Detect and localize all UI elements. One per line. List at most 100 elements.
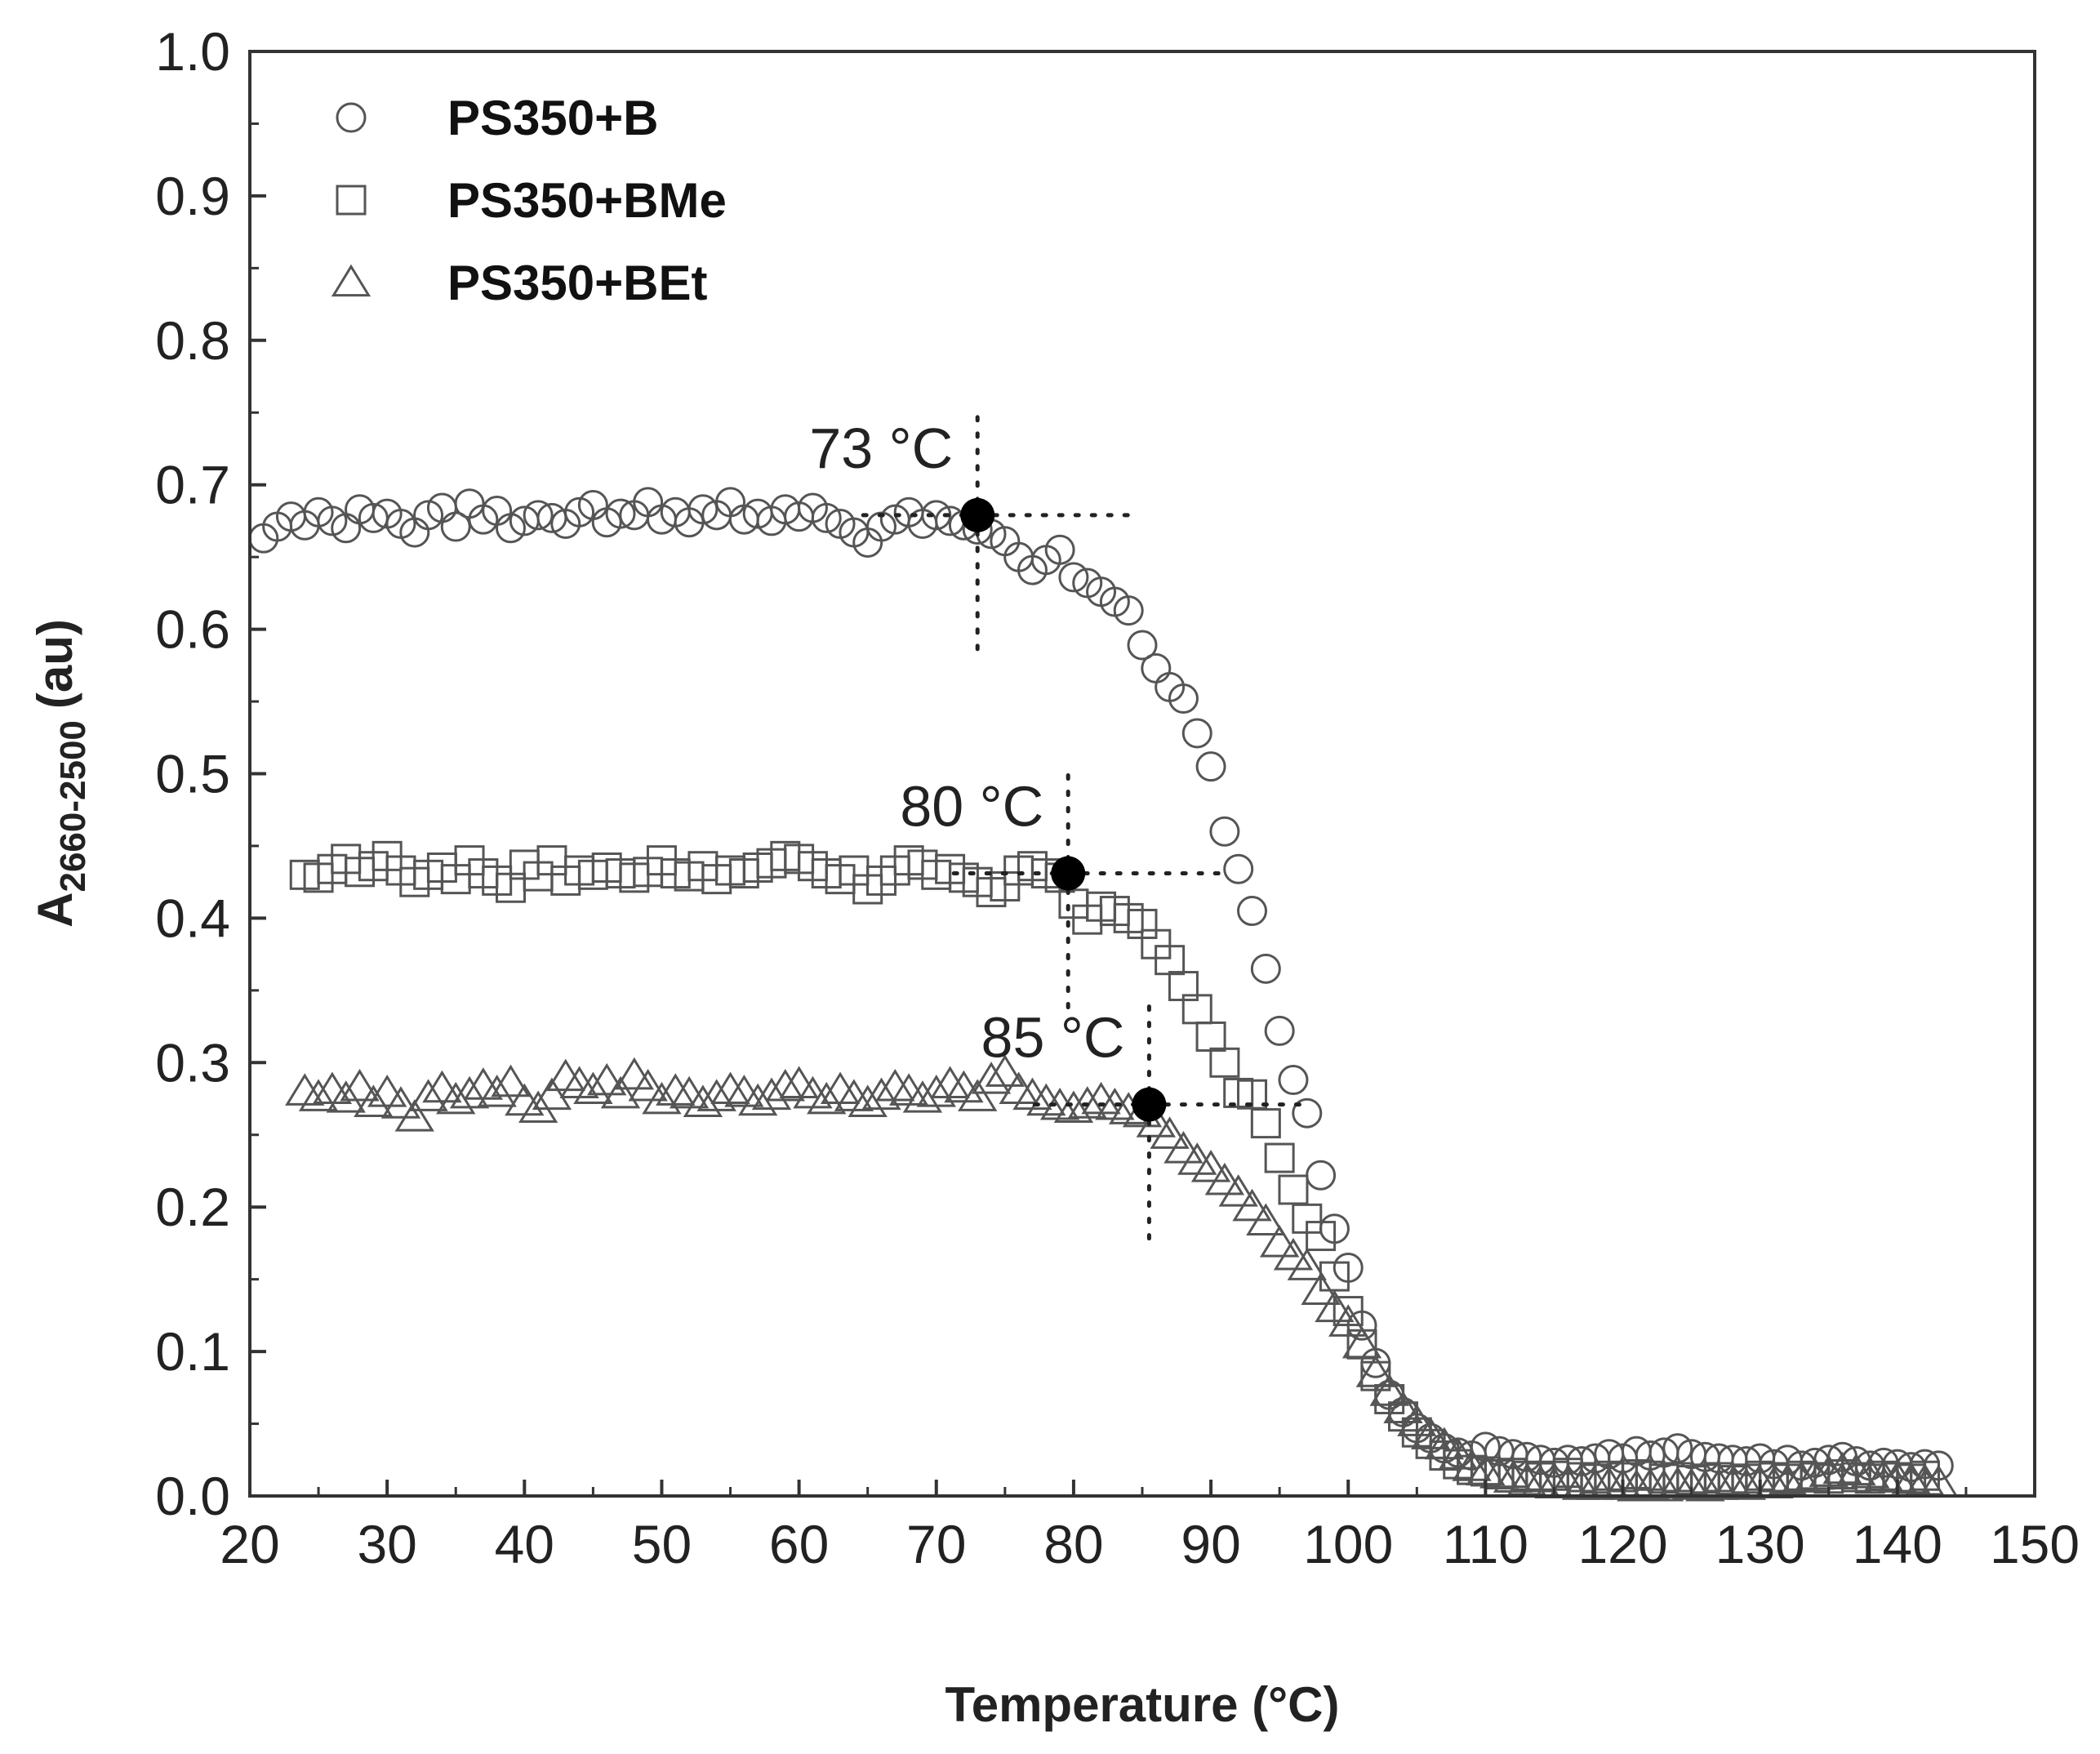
data-point — [724, 1075, 764, 1107]
legend-marker-triangle — [331, 264, 372, 297]
annotation-guides: 73 °C 80 °C 85 °C — [809, 415, 1315, 1254]
data-point — [683, 1084, 723, 1117]
data-point — [921, 500, 952, 531]
data-point — [413, 500, 444, 531]
data-point — [751, 1077, 792, 1111]
legend-label: PS350+BEt — [447, 256, 708, 310]
data-point — [1190, 1150, 1231, 1182]
data-point — [1383, 1391, 1423, 1423]
x-tick-label: 130 — [1715, 1514, 1805, 1574]
data-point — [1617, 1468, 1657, 1502]
data-point — [518, 1090, 558, 1124]
data-point — [1292, 1097, 1323, 1129]
data-point — [687, 494, 719, 525]
data-point — [875, 1068, 915, 1102]
data-point — [354, 1084, 394, 1117]
legend-marker-circle — [336, 102, 367, 133]
data-point — [930, 1066, 970, 1098]
data-point — [1177, 1142, 1217, 1175]
data-point — [1246, 1203, 1286, 1236]
series-circle — [248, 487, 1954, 1483]
data-point — [1863, 1458, 1904, 1492]
data-point — [1905, 1462, 1945, 1496]
data-point — [971, 1062, 1012, 1094]
x-tick-label: 50 — [632, 1514, 692, 1574]
data-point — [916, 1075, 956, 1107]
y-axis-title-main: A — [28, 893, 82, 928]
onset-point — [960, 497, 995, 532]
y-tick-label: 0.6 — [155, 599, 230, 660]
y-tick-label: 0.4 — [155, 888, 230, 948]
data-point — [861, 1077, 901, 1111]
data-point — [463, 1067, 504, 1100]
x-tick-label: 40 — [495, 1514, 554, 1574]
data-point — [1768, 1462, 1808, 1496]
data-point — [1250, 1108, 1281, 1139]
data-point — [807, 1081, 847, 1115]
data-point — [1328, 1304, 1368, 1337]
x-tick-label: 120 — [1577, 1514, 1667, 1574]
y-tick-label: 0.0 — [155, 1466, 230, 1526]
data-point — [1333, 1296, 1364, 1327]
y-tick-label: 0.1 — [155, 1321, 230, 1382]
data-point — [394, 1099, 434, 1132]
data-point — [1237, 896, 1268, 927]
data-point — [1150, 1116, 1190, 1149]
x-tick-label: 150 — [1990, 1514, 2080, 1574]
onset-point — [1132, 1087, 1167, 1122]
x-tick-label: 100 — [1303, 1514, 1393, 1574]
data-point — [1067, 1086, 1107, 1119]
data-point — [1315, 1289, 1355, 1323]
y-tick-label: 0.7 — [155, 455, 230, 515]
data-point — [1181, 718, 1212, 749]
y-tick-label: 1.0 — [155, 21, 230, 82]
data-point — [1836, 1453, 1876, 1486]
onset-label: 80 °C — [900, 775, 1043, 839]
data-point — [312, 1071, 353, 1105]
x-tick-label: 70 — [906, 1514, 966, 1574]
data-point — [1195, 751, 1226, 782]
data-point — [1259, 1224, 1300, 1258]
y-tick-label: 0.5 — [155, 744, 230, 804]
data-point — [958, 1079, 998, 1111]
onset-label: 85 °C — [981, 1006, 1125, 1070]
data-point — [440, 511, 471, 542]
data-point — [1603, 1467, 1643, 1500]
axis-ticks: 20 30 40 50 60 70 80 90 100 110 120 130 140 150 0.0 0.1… — [155, 21, 2080, 1574]
data-point — [628, 1068, 668, 1102]
x-tick-label: 90 — [1181, 1514, 1240, 1574]
data-point — [605, 498, 636, 529]
data-point — [298, 1079, 339, 1111]
data-point — [1410, 1417, 1451, 1449]
y-axis-title-subscript: 2660-2500 — [53, 720, 93, 892]
data-point — [1141, 652, 1172, 683]
data-point — [1053, 1090, 1094, 1124]
data-point — [1278, 1065, 1309, 1096]
legend: PS350+B PS350+BMe PS350+BEt — [331, 91, 727, 310]
data-point — [326, 1080, 366, 1113]
onset-label: 73 °C — [809, 416, 953, 480]
data-point — [1355, 1355, 1396, 1387]
legend-marker-square — [336, 185, 367, 216]
y-axis-title: A2660-2500 (au) — [28, 619, 93, 928]
data-point — [1301, 1272, 1341, 1305]
data-point — [1795, 1457, 1835, 1490]
data-point — [1369, 1373, 1409, 1406]
y-tick-label: 0.9 — [155, 166, 230, 226]
data-point — [866, 511, 897, 542]
data-point — [1264, 1015, 1295, 1046]
onset-point — [1051, 856, 1086, 891]
data-point — [1685, 1468, 1725, 1502]
data-point — [1264, 1142, 1295, 1173]
x-tick-label: 60 — [769, 1514, 829, 1574]
data-point — [1809, 1454, 1849, 1487]
data-point — [1699, 1467, 1739, 1500]
data-point — [710, 1071, 750, 1105]
data-point — [1341, 1325, 1382, 1359]
data-point — [1822, 1451, 1862, 1485]
series-triangle — [285, 1054, 1959, 1502]
data-point — [1397, 1404, 1437, 1436]
data-point — [779, 1066, 819, 1098]
data-point — [1306, 1221, 1337, 1252]
